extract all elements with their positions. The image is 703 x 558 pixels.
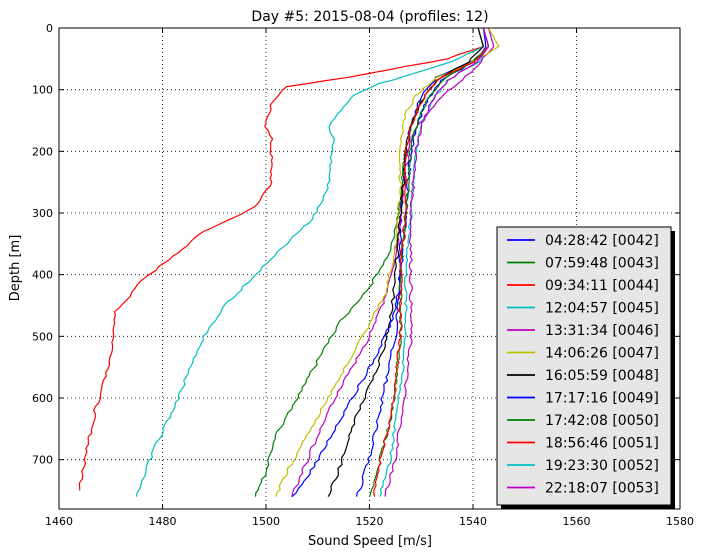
legend-label: 07:59:48 [0043] <box>545 256 659 272</box>
y-tick-label: 400 <box>32 269 53 282</box>
y-tick-label: 500 <box>32 330 53 343</box>
series-line-3 <box>136 27 485 497</box>
series-line-9 <box>373 27 490 497</box>
legend-label: 22:18:07 [0053] <box>545 481 659 497</box>
y-axis-title: Depth [m] <box>8 235 23 302</box>
legend-label: 13:31:34 [0046] <box>545 323 659 339</box>
series-lines <box>78 27 500 498</box>
legend-label: 09:34:11 [0044] <box>545 278 659 294</box>
y-tick-label: 100 <box>32 84 53 97</box>
legend-label: 14:06:26 [0047] <box>545 346 659 362</box>
legend-label: 04:28:42 [0042] <box>545 233 659 249</box>
x-tick-label: 1560 <box>563 515 591 528</box>
legend-box <box>496 226 672 506</box>
x-tick-label: 1540 <box>459 515 487 528</box>
legend-label: 17:42:08 [0050] <box>545 413 659 429</box>
x-tick-label: 1500 <box>252 515 280 528</box>
y-tick-label: 0 <box>46 22 53 35</box>
legend-label: 16:05:59 [0048] <box>545 368 659 384</box>
series-line-4 <box>291 27 495 497</box>
legend-label: 12:04:57 [0045] <box>545 301 659 317</box>
series-line-2 <box>78 27 485 491</box>
series-line-11 <box>384 27 490 497</box>
x-tick-label: 1520 <box>356 515 384 528</box>
x-tick-label: 1480 <box>149 515 177 528</box>
y-tick-label: 300 <box>32 207 53 220</box>
legend-label: 18:56:46 [0051] <box>545 436 659 452</box>
axis-ticks: 1460 1480 1500 1520 1540 1560 1580 0 100 200 300 40… <box>32 22 694 528</box>
series-line-10 <box>379 27 490 497</box>
x-tick-label: 1580 <box>666 515 694 528</box>
legend-label: 17:17:16 [0049] <box>545 391 659 407</box>
series-line-5 <box>275 27 500 497</box>
y-tick-label: 600 <box>32 392 53 405</box>
x-tick-label: 1460 <box>45 515 73 528</box>
series-line-7 <box>291 27 490 498</box>
legend: 04:28:42 [0042] 07:59:48 [0043] 09:34:11 [… <box>496 226 675 509</box>
y-tick-label: 700 <box>32 454 53 467</box>
chart-title: Day #5: 2015-08-04 (profiles: 12) <box>251 9 488 25</box>
legend-label: 19:23:30 [0052] <box>545 458 659 474</box>
x-axis-title: Sound Speed [m/s] <box>308 534 432 549</box>
y-tick-label: 200 <box>32 145 53 158</box>
